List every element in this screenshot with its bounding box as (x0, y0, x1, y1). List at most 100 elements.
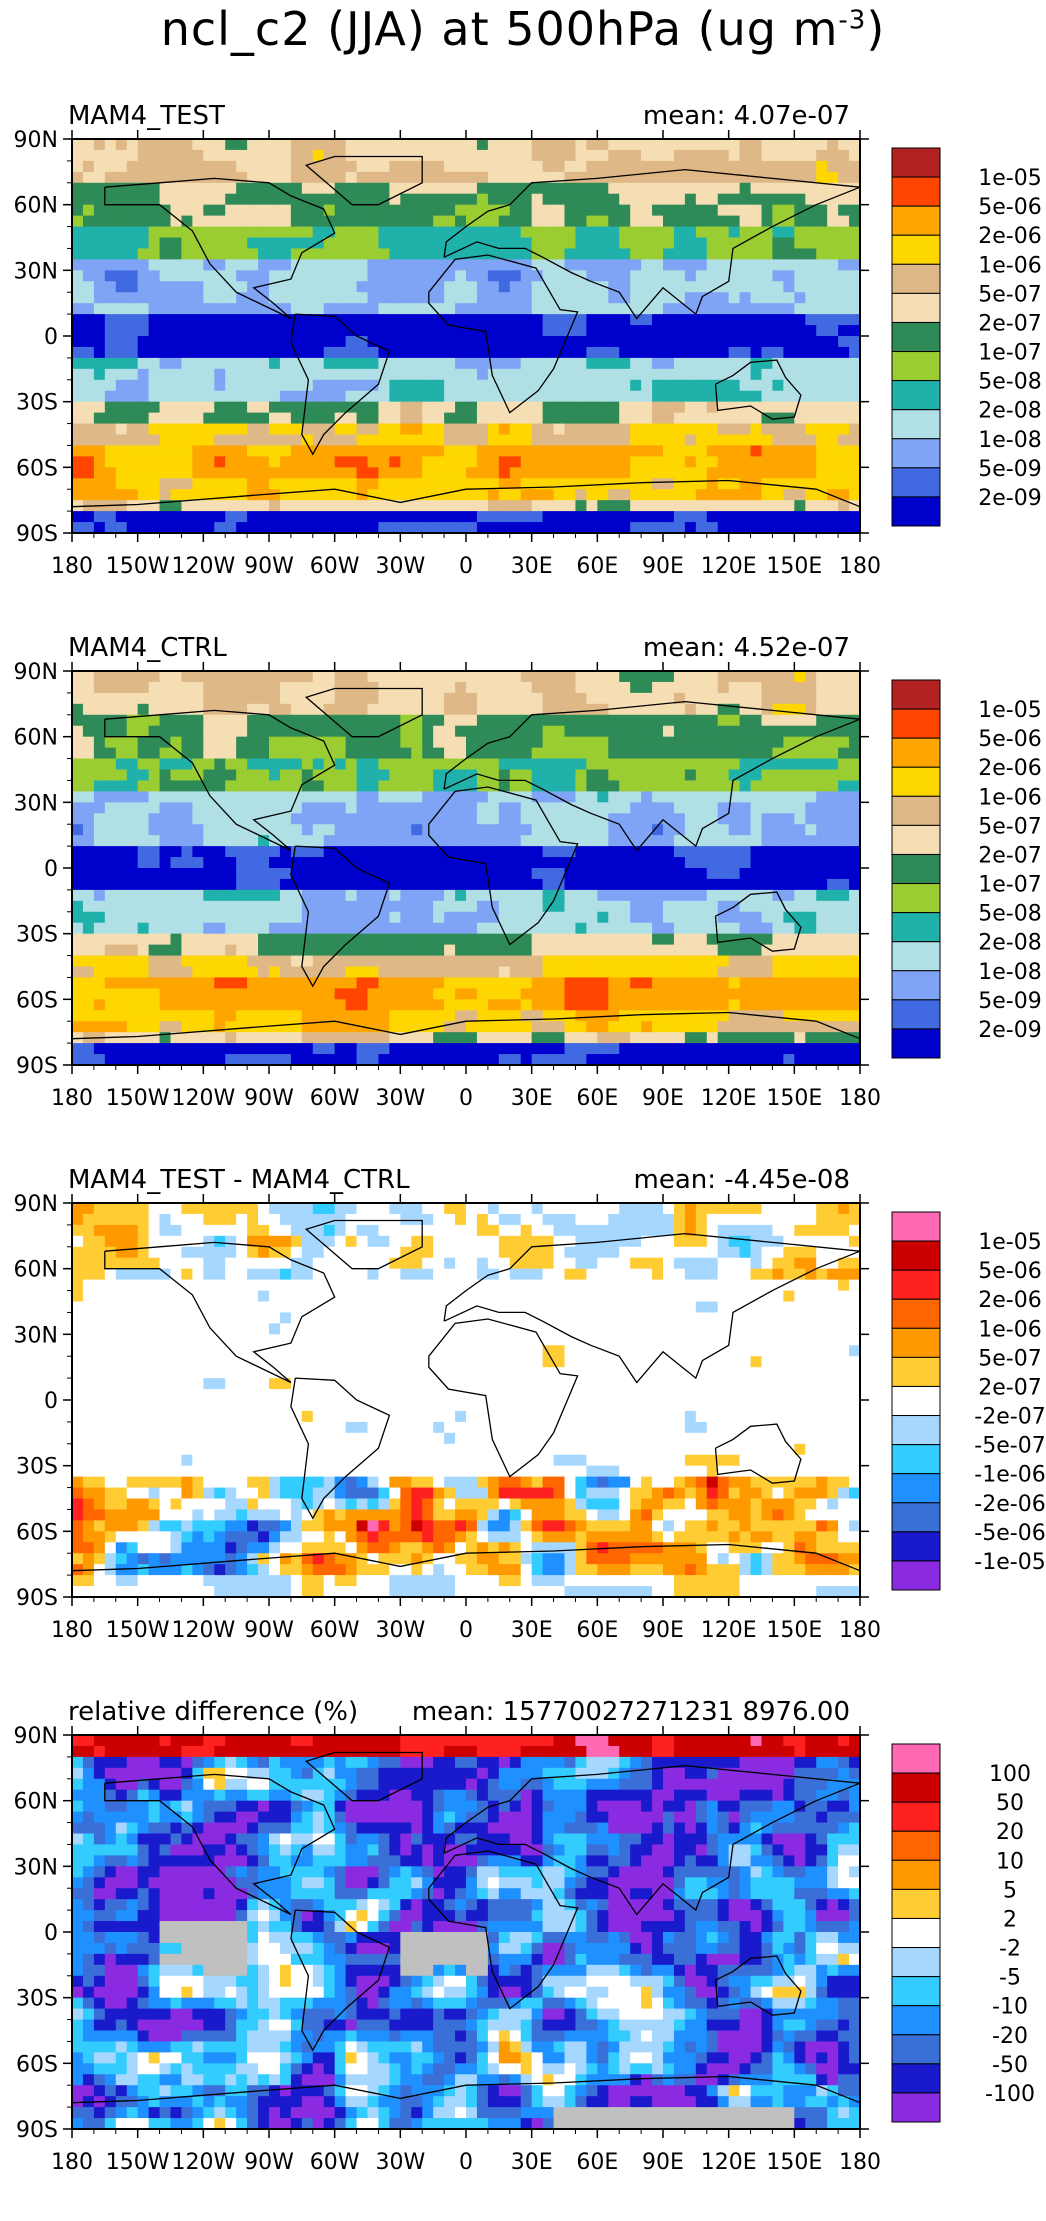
field-cell (663, 813, 674, 824)
field-cell (411, 424, 422, 435)
field-cell (105, 780, 116, 791)
field-cell (674, 879, 685, 890)
field-cell (400, 358, 411, 369)
field-cell (816, 780, 827, 791)
field-cell (422, 835, 433, 846)
field-cell (378, 150, 389, 161)
field-cell (685, 183, 696, 194)
field-cell (313, 934, 324, 945)
field-cell (641, 999, 652, 1010)
field-cell (302, 467, 313, 478)
colorbar: 1e-055e-062e-061e-065e-072e-071e-075e-08… (892, 148, 1042, 526)
field-cell (280, 682, 291, 693)
field-cell (280, 424, 291, 435)
field-cell (619, 347, 630, 358)
field-cell (718, 270, 729, 281)
field-cell (816, 161, 827, 172)
field-cell (214, 682, 225, 693)
field-cell (247, 770, 258, 781)
field-cell (805, 770, 816, 781)
field-cell (751, 238, 762, 249)
field-cell (225, 912, 236, 923)
field-cell (313, 956, 324, 967)
field-cell (258, 967, 269, 978)
field-cell (532, 270, 543, 281)
field-cell (488, 988, 499, 999)
field-cell (477, 704, 488, 715)
field-cell (368, 216, 379, 227)
field-cell (488, 791, 499, 802)
field-cell (368, 413, 379, 424)
field-cell (565, 748, 576, 759)
field-cell (291, 813, 302, 824)
field-cell (203, 292, 214, 303)
field-cell (783, 161, 794, 172)
field-cell (324, 281, 335, 292)
field-cell (630, 726, 641, 737)
field-cell (565, 715, 576, 726)
field-cell (105, 912, 116, 923)
field-cell (83, 945, 94, 956)
field-cell (346, 303, 357, 314)
field-cell (838, 424, 849, 435)
field-cell (324, 139, 335, 150)
field-cell (83, 325, 94, 336)
field-cell (630, 227, 641, 238)
field-cell (192, 478, 203, 489)
field-cell (455, 194, 466, 205)
field-cell (411, 347, 422, 358)
field-cell (455, 336, 466, 347)
field-cell (149, 956, 160, 967)
field-cell (368, 522, 379, 533)
field-cell (225, 139, 236, 150)
field-cell (652, 857, 663, 868)
field-cell (707, 726, 718, 737)
field-cell (181, 824, 192, 835)
field-cell (586, 347, 597, 358)
field-cell (105, 489, 116, 500)
lat-tick-label: 60N (14, 194, 58, 219)
field-cell (411, 402, 422, 413)
field-cell (346, 879, 357, 890)
field-cell (619, 879, 630, 890)
field-cell (488, 522, 499, 533)
field-cell (783, 325, 794, 336)
field-cell (280, 369, 291, 380)
field-cell (116, 205, 127, 216)
field-cell (783, 791, 794, 802)
field-cell (411, 369, 422, 380)
field-cell (772, 150, 783, 161)
field-cell (368, 281, 379, 292)
field-cell (674, 780, 685, 791)
field-cell (772, 270, 783, 281)
field-cell (827, 150, 838, 161)
field-cell (335, 347, 346, 358)
field-cell (586, 489, 597, 500)
field-cell (94, 890, 105, 901)
field-cell (729, 868, 740, 879)
field-cell (192, 511, 203, 522)
field-cell (608, 912, 619, 923)
field-cell (269, 435, 280, 446)
field-cell (324, 923, 335, 934)
field-cell (116, 303, 127, 314)
field-cell (94, 303, 105, 314)
field-cell (663, 901, 674, 912)
field-cell (762, 912, 773, 923)
field-cell (838, 259, 849, 270)
field-cell (335, 150, 346, 161)
field-cell (641, 336, 652, 347)
field-cell (718, 325, 729, 336)
field-cell (718, 183, 729, 194)
field-cell (280, 813, 291, 824)
field-cell (805, 150, 816, 161)
field-cell (499, 216, 510, 227)
field-cell (477, 314, 488, 325)
field-cell (554, 270, 565, 281)
field-cell (400, 945, 411, 956)
field-cell (532, 682, 543, 693)
field-cell (499, 303, 510, 314)
field-cell (181, 500, 192, 511)
field-cell (849, 824, 860, 835)
field-cell (674, 857, 685, 868)
